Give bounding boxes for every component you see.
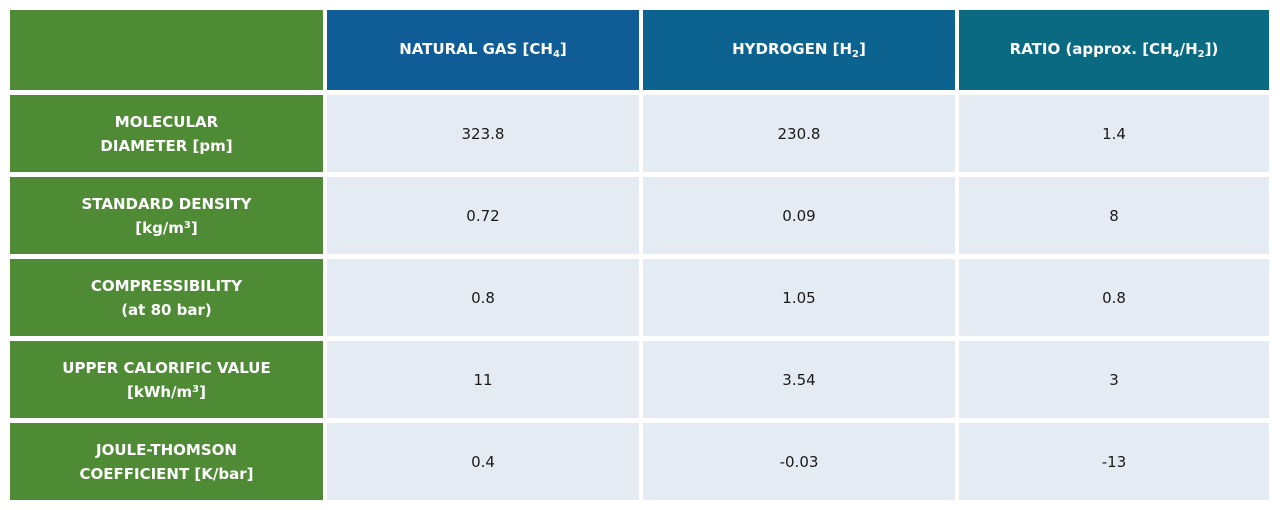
row-header-molecular-diameter: MOLECULAR DIAMETER [pm] <box>10 95 323 172</box>
ratio-header-subscript-ch4: 4 <box>1172 49 1180 60</box>
hydrogen-header-subscript: 2 <box>852 49 860 60</box>
ratio-header-text: RATIO (approx. [CH <box>1009 40 1173 58</box>
column-header-ratio-label: RATIO (approx. [CH4/H2]) <box>1010 40 1219 60</box>
hydrogen-header-close: ] <box>859 40 866 58</box>
row-header-line2: COEFFICIENT [K/bar] <box>79 464 254 483</box>
column-header-hydrogen-label: HYDROGEN [H2] <box>732 40 866 60</box>
table-cell-ratio: 8 <box>959 177 1269 254</box>
table-cell-natural-gas: 0.8 <box>327 259 639 336</box>
column-header-natural-gas-label: NATURAL GAS [CH4] <box>399 40 567 60</box>
natural-gas-header-close: ] <box>559 40 567 58</box>
table-cell-natural-gas: 11 <box>327 341 639 418</box>
ratio-header-mid: /H <box>1179 40 1198 58</box>
row-header-label: COMPRESSIBILITY (at 80 bar) <box>91 274 242 322</box>
table-cell-ratio: 3 <box>959 341 1269 418</box>
row-header-label: JOULE-THOMSON COEFFICIENT [K/bar] <box>80 438 254 486</box>
row-header-line1: JOULE-THOMSON <box>96 440 237 459</box>
row-header-compressibility: COMPRESSIBILITY (at 80 bar) <box>10 259 323 336</box>
table-cell-ratio: 1.4 <box>959 95 1269 172</box>
row-header-line2: [kg/m <box>135 218 184 237</box>
row-header-line1: STANDARD DENSITY <box>81 194 252 213</box>
row-header-superscript: 3 <box>183 219 191 231</box>
row-header-line1: UPPER CALORIFIC VALUE <box>62 358 271 377</box>
table-cell-hydrogen: 1.05 <box>643 259 955 336</box>
row-header-line2: DIAMETER [pm] <box>100 136 233 155</box>
row-header-label: UPPER CALORIFIC VALUE [kWh/m3] <box>62 356 270 404</box>
row-header-line2: (at 80 bar) <box>121 300 212 319</box>
row-header-line1: COMPRESSIBILITY <box>90 276 243 295</box>
row-header-label: STANDARD DENSITY [kg/m3] <box>81 192 251 240</box>
ratio-header-close: ]) <box>1204 40 1219 58</box>
row-header-superscript: 3 <box>192 383 200 395</box>
row-header-line2-close: ] <box>190 218 198 237</box>
table-cell-hydrogen: -0.03 <box>643 423 955 500</box>
row-header-joule-thomson-coefficient: JOULE-THOMSON COEFFICIENT [K/bar] <box>10 423 323 500</box>
table-cell-hydrogen: 0.09 <box>643 177 955 254</box>
gas-comparison-table: NATURAL GAS [CH4] HYDROGEN [H2] RATIO (a… <box>10 10 1269 500</box>
table-cell-natural-gas: 323.8 <box>327 95 639 172</box>
hydrogen-header-text: HYDROGEN [H <box>732 40 853 58</box>
table-cell-ratio: 0.8 <box>959 259 1269 336</box>
row-header-label: MOLECULAR DIAMETER [pm] <box>100 110 232 158</box>
column-header-natural-gas: NATURAL GAS [CH4] <box>327 10 639 90</box>
natural-gas-header-text: NATURAL GAS [CH <box>399 40 553 58</box>
table-cell-natural-gas: 0.4 <box>327 423 639 500</box>
table-cell-natural-gas: 0.72 <box>327 177 639 254</box>
row-header-standard-density: STANDARD DENSITY [kg/m3] <box>10 177 323 254</box>
table-cell-hydrogen: 230.8 <box>643 95 955 172</box>
row-header-line2-close: ] <box>199 382 206 401</box>
table-cell-ratio: -13 <box>959 423 1269 500</box>
ratio-header-subscript-h2: 2 <box>1197 49 1205 60</box>
natural-gas-header-subscript: 4 <box>552 49 560 60</box>
row-header-upper-calorific-value: UPPER CALORIFIC VALUE [kWh/m3] <box>10 341 323 418</box>
column-header-hydrogen: HYDROGEN [H2] <box>643 10 955 90</box>
table-corner-cell <box>10 10 323 90</box>
row-header-line1: MOLECULAR <box>114 112 219 131</box>
row-header-line2: [kWh/m <box>126 382 193 401</box>
column-header-ratio: RATIO (approx. [CH4/H2]) <box>959 10 1269 90</box>
table-cell-hydrogen: 3.54 <box>643 341 955 418</box>
